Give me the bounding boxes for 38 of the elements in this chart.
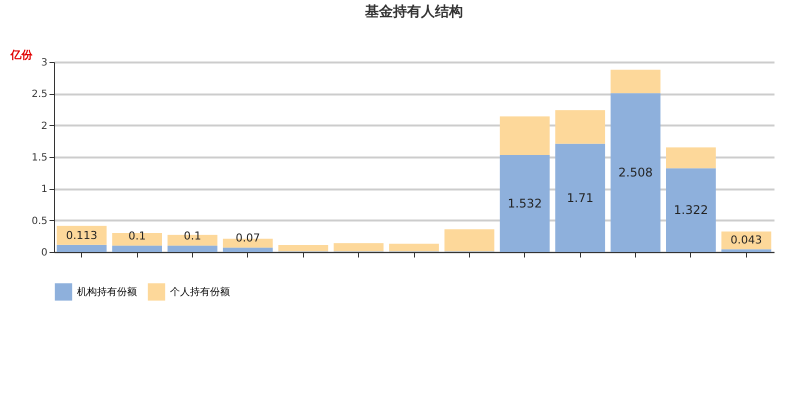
chart-title: 基金持有人结构: [364, 4, 463, 20]
y-axis-title: 亿份: [10, 48, 34, 62]
data-label: 0.1: [184, 230, 202, 243]
bar: [666, 168, 716, 252]
data-label: 0.1: [128, 230, 146, 243]
legend-label: 个人持有份额: [170, 286, 230, 298]
bar: [500, 154, 550, 252]
y-tick-label: 3: [41, 58, 48, 68]
bar: [666, 147, 716, 168]
bar: [444, 229, 494, 252]
bar: [389, 244, 439, 252]
y-tick-label: 1.5: [32, 152, 48, 164]
bar: [112, 246, 162, 252]
bar: [555, 110, 606, 144]
y-tick-label: 0.5: [32, 216, 48, 227]
bar: [555, 144, 606, 252]
bar: [168, 246, 218, 252]
data-label: 0.043: [730, 233, 762, 246]
data-label: 0.07: [236, 232, 260, 245]
bar: [112, 233, 162, 246]
bar: [56, 244, 107, 252]
bar: [610, 70, 660, 94]
data-label: 2.508: [618, 166, 653, 180]
data-label: 1.532: [508, 196, 542, 210]
y-tick-label: 2: [41, 120, 48, 132]
data-label: 1.71: [566, 190, 594, 205]
y-tick-label: 0: [41, 248, 48, 258]
y-tick-label: 1: [41, 184, 48, 196]
y-tick-label: 2.5: [32, 89, 48, 100]
bar: [222, 248, 273, 252]
bar: [500, 116, 550, 155]
bar: [278, 245, 328, 252]
data-label: 1.322: [674, 203, 708, 218]
bar: [610, 93, 660, 252]
bar: [334, 243, 384, 252]
data-label: 0.113: [66, 228, 98, 242]
legend-label: 机构持有份额: [77, 286, 137, 298]
bar: [721, 249, 772, 252]
